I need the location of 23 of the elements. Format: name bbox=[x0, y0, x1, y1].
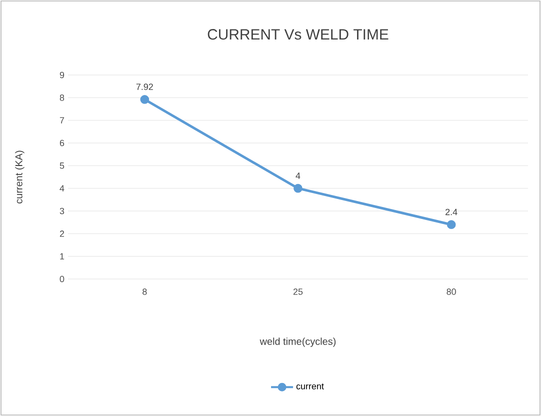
y-tick-label: 2 bbox=[60, 230, 64, 237]
y-tick-label: 1 bbox=[60, 253, 64, 260]
x-tick-label: 80 bbox=[446, 288, 456, 295]
x-tick-label: 25 bbox=[293, 288, 303, 295]
y-tick-label: 0 bbox=[60, 276, 64, 282]
point bbox=[140, 95, 150, 104]
y-tick-label: 9 bbox=[60, 72, 64, 78]
y-tick-label: 6 bbox=[60, 140, 64, 146]
data-label: 4 bbox=[296, 172, 300, 179]
y-tick-label: 3 bbox=[60, 208, 64, 214]
chart-title: CURRENT Vs WELD TIME bbox=[208, 29, 388, 40]
y-tick-label: 4 bbox=[60, 185, 64, 192]
legend-label: current bbox=[296, 383, 324, 390]
data-label: 2.4 bbox=[446, 208, 458, 216]
y-tick-label: 5 bbox=[60, 162, 64, 169]
point bbox=[294, 184, 302, 193]
x-axis-title: weld time(cycles) bbox=[260, 338, 336, 347]
y-tick-label: 7 bbox=[60, 117, 64, 124]
point bbox=[446, 220, 456, 230]
x-tick-label: 8 bbox=[142, 288, 147, 295]
y-axis-title: current (KA) bbox=[15, 150, 24, 204]
data-label: 7.92 bbox=[136, 84, 153, 90]
y-tick-label: 8 bbox=[60, 94, 64, 101]
